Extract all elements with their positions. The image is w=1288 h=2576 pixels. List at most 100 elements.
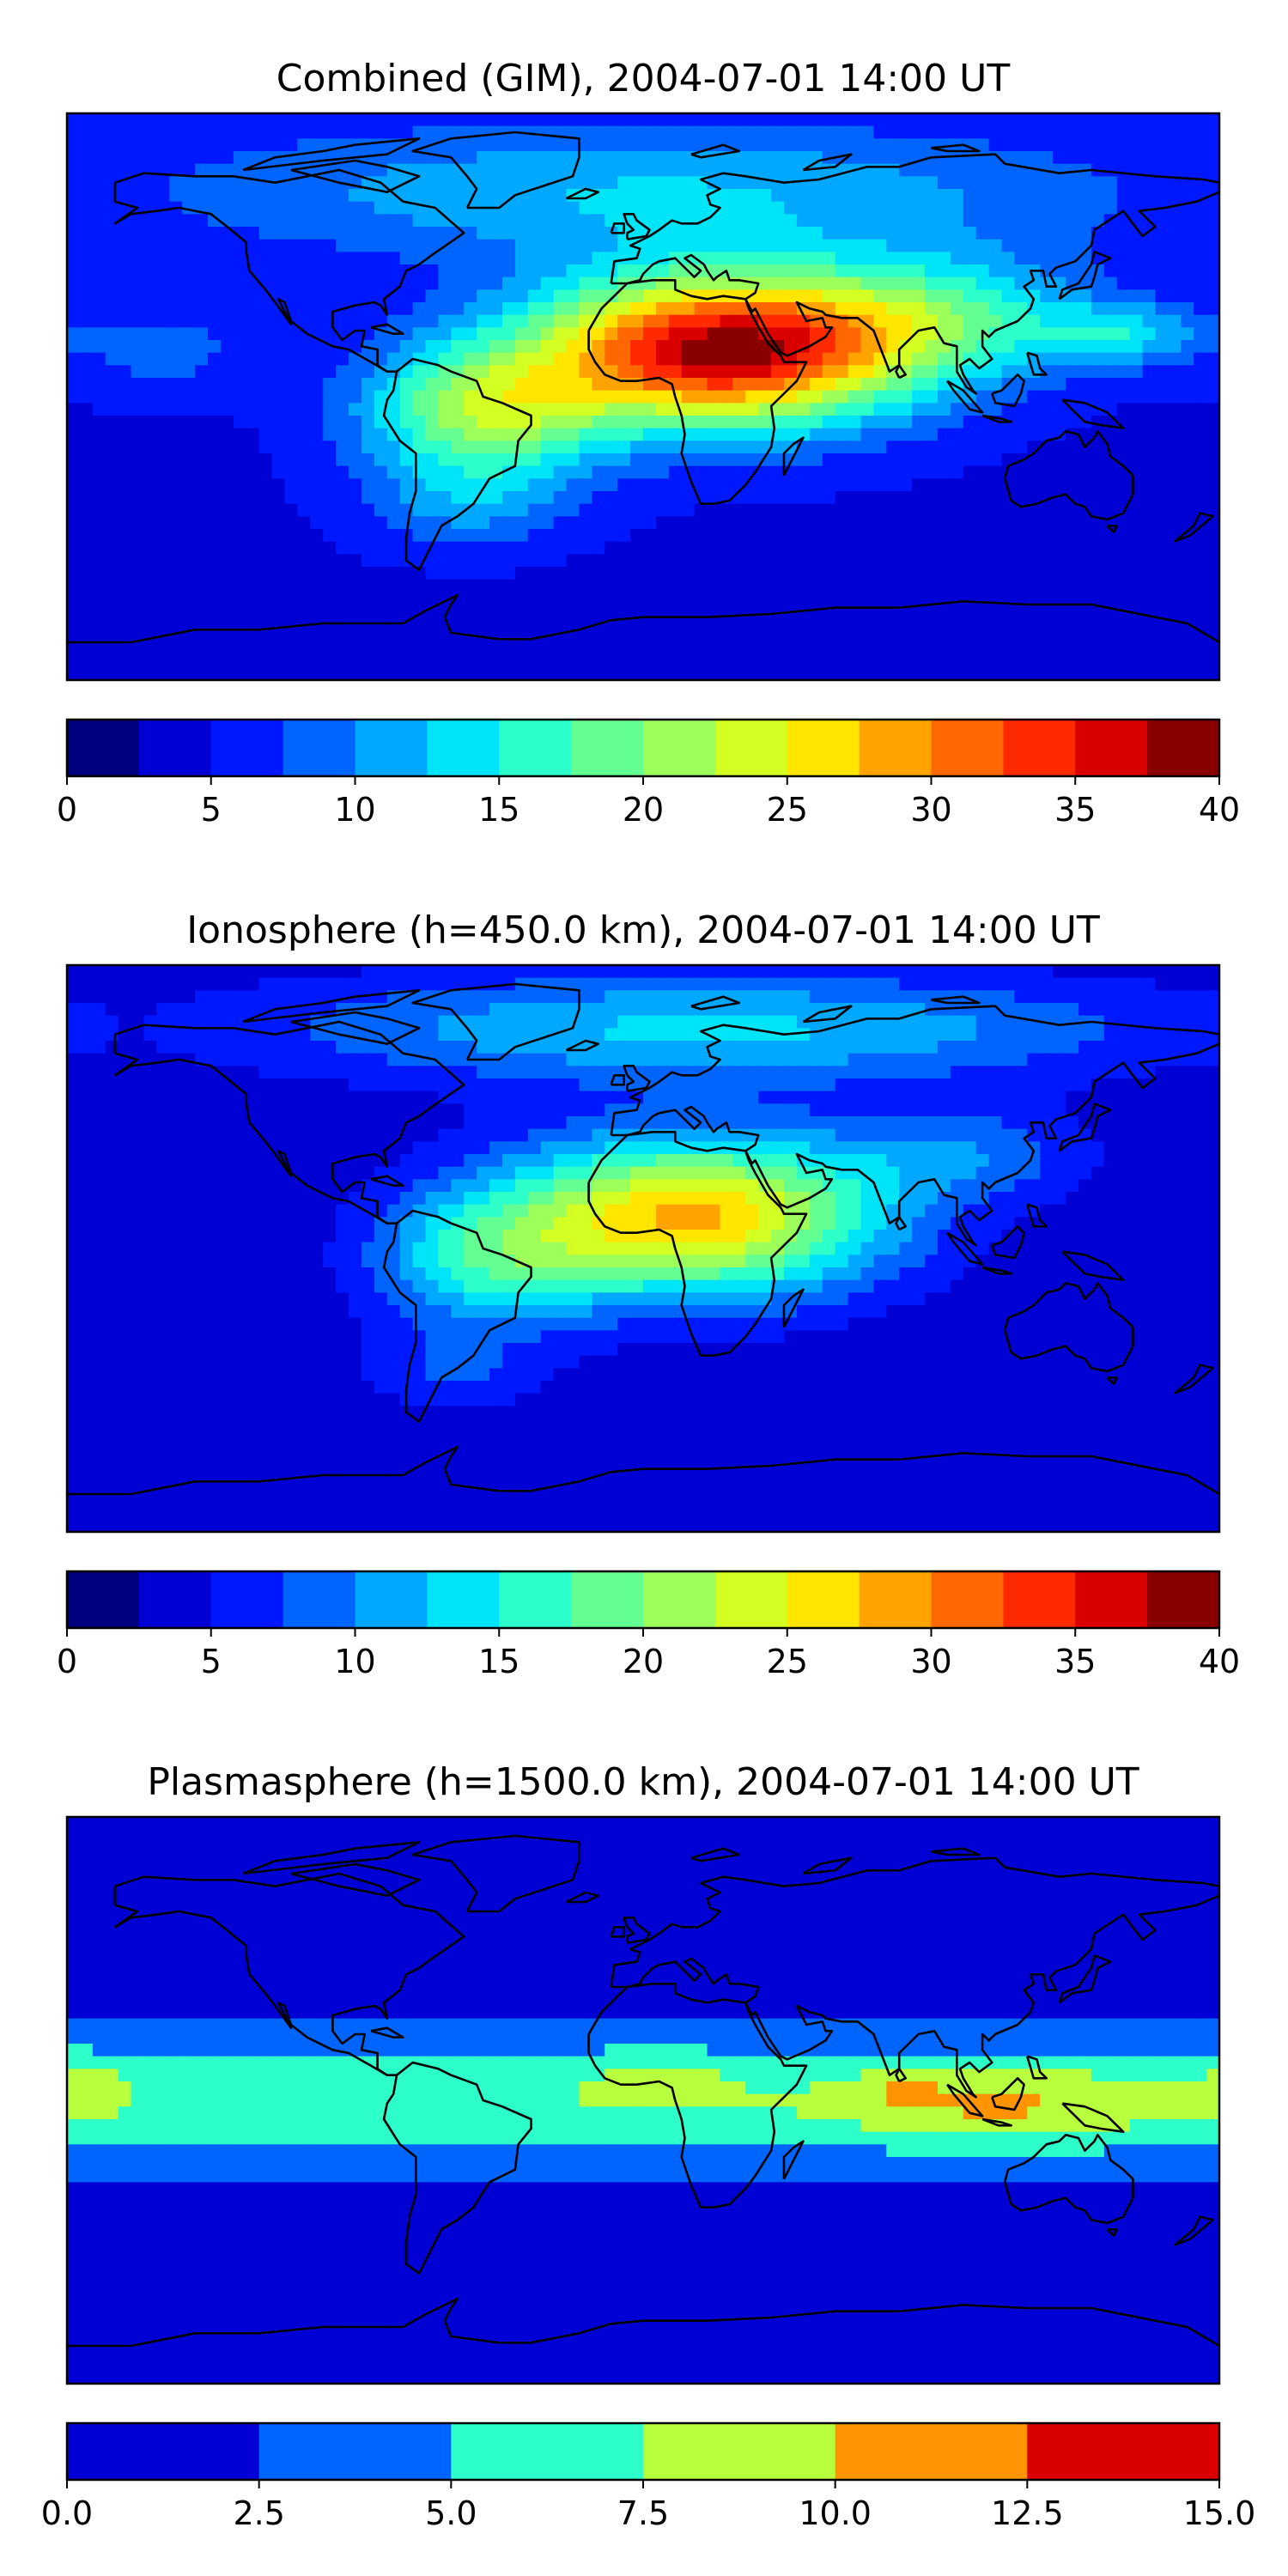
tec-cell (668, 314, 683, 329)
tec-cell (1142, 302, 1157, 316)
tec-cell (566, 252, 580, 265)
tec-cell (643, 138, 657, 152)
tec-cell (1103, 1041, 1118, 1054)
tec-cell (131, 327, 145, 341)
tec-cell (873, 189, 888, 203)
tec-cell (771, 1066, 785, 1079)
tec-cell (784, 516, 798, 530)
tec-cell (579, 125, 593, 140)
tec-cell (399, 642, 414, 656)
tec-cell (297, 428, 312, 442)
tec-cell (1194, 541, 1207, 556)
tec-cell (323, 1066, 337, 1079)
tec-cell (412, 478, 427, 492)
tec-cell (1066, 176, 1079, 190)
tec-cell (477, 491, 490, 505)
tec-cell (566, 352, 580, 367)
tec-cell (464, 654, 477, 669)
tec-cell (220, 276, 234, 291)
tec-cell (527, 163, 542, 178)
tec-cell (349, 1078, 362, 1092)
tec-cell (105, 390, 119, 404)
tec-cell (1142, 617, 1157, 631)
tec-cell (668, 201, 683, 216)
tec-cell (937, 605, 951, 618)
tec-cell (1053, 1003, 1066, 1017)
tec-cell (899, 516, 913, 530)
tec-cell (540, 440, 555, 454)
tec-cell (361, 214, 375, 228)
tec-cell (323, 529, 337, 543)
tec-cell (540, 252, 555, 265)
tec-cell (1155, 1028, 1170, 1042)
tec-cell (655, 416, 670, 429)
tec-cell (1027, 605, 1042, 618)
tec-cell (208, 176, 222, 190)
tec-cell (617, 453, 631, 467)
tec-cell (732, 327, 747, 341)
tec-cell (527, 554, 542, 568)
tec-cell (297, 1053, 312, 1067)
tec-cell (195, 138, 209, 152)
tec-cell (374, 977, 388, 992)
tec-cell (464, 227, 477, 240)
tec-cell (617, 176, 631, 190)
tec-cell (822, 642, 836, 656)
tec-cell (1066, 965, 1079, 979)
tec-cell (349, 252, 362, 265)
tec-cell (310, 592, 325, 605)
tec-cell (925, 403, 939, 416)
tec-cell (873, 592, 888, 605)
tec-cell (860, 252, 875, 265)
tec-cell (745, 276, 759, 291)
tec-cell (605, 465, 618, 480)
tec-cell (886, 416, 901, 429)
tec-cell (220, 1078, 234, 1092)
tec-cell (195, 302, 209, 316)
tec-cell (284, 327, 299, 341)
tec-cell (182, 227, 196, 240)
tec-cell (1181, 340, 1194, 354)
tec-cell (412, 567, 427, 580)
tec-cell (1206, 352, 1219, 367)
tec-cell (822, 465, 836, 480)
tec-cell (848, 214, 862, 228)
tec-cell (105, 151, 119, 165)
tec-cell (1027, 1028, 1042, 1042)
tec-cell (899, 478, 913, 492)
tec-cell (1129, 327, 1144, 341)
tec-cell (79, 428, 94, 442)
tec-cell (527, 453, 542, 467)
tec-cell (1142, 541, 1157, 556)
tec-cell (809, 541, 823, 556)
tec-cell (258, 113, 273, 127)
tec-cell (925, 365, 939, 379)
tec-cell (605, 1053, 618, 1067)
tec-cell (592, 289, 606, 303)
tec-cell (566, 239, 580, 253)
tec-cell (860, 554, 875, 568)
tec-cell (873, 465, 888, 480)
tec-cell (1194, 440, 1207, 454)
tec-cell (579, 977, 593, 992)
tec-cell (975, 541, 990, 556)
tec-cell (617, 567, 631, 580)
tec-cell (399, 289, 414, 303)
tec-cell (950, 390, 964, 404)
tec-cell (617, 541, 631, 556)
tec-cell (566, 554, 580, 568)
tec-cell (1142, 667, 1157, 680)
tec-cell (668, 503, 683, 518)
tec-cell (195, 239, 209, 253)
tec-cell (1206, 617, 1219, 631)
tec-cell (323, 214, 337, 228)
tec-cell (643, 541, 657, 556)
tec-cell (425, 214, 440, 228)
tec-cell (514, 151, 529, 165)
tec-cell (514, 491, 529, 505)
tec-cell (284, 478, 299, 492)
tec-cell (105, 977, 119, 992)
tec-cell (745, 990, 759, 1004)
tec-cell (899, 1053, 913, 1067)
tec-cell (169, 605, 183, 618)
